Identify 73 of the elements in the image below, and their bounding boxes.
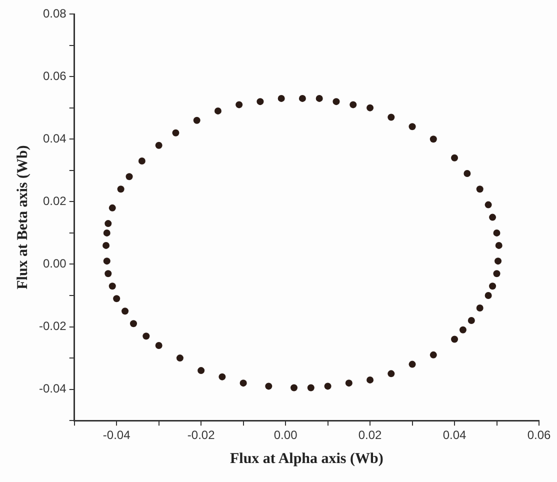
point: [489, 282, 496, 290]
point: [103, 229, 110, 236]
point: [108, 282, 116, 290]
point: [126, 173, 133, 180]
point: [102, 242, 110, 249]
y-axis-title: Flux at Beta axis (Wb): [14, 145, 31, 290]
x-tick-label: -0.04: [102, 428, 131, 442]
point: [430, 351, 437, 358]
point: [155, 342, 162, 350]
x-tick-label: 0.00: [274, 428, 298, 442]
x-tick-label: 0.06: [527, 428, 551, 442]
point: [408, 360, 416, 368]
point: [366, 376, 374, 384]
point: [104, 220, 112, 228]
point: [104, 270, 112, 278]
x-tick-label: 0.02: [358, 428, 382, 442]
point: [278, 94, 285, 102]
point: [484, 201, 492, 208]
point: [495, 242, 502, 249]
point: [316, 94, 323, 102]
point: [214, 107, 222, 114]
point: [193, 116, 200, 124]
point: [298, 94, 306, 102]
point: [451, 154, 458, 162]
point: [366, 104, 374, 112]
point: [493, 229, 500, 236]
point: [332, 98, 340, 106]
point: [117, 186, 124, 193]
point: [489, 214, 496, 221]
point: [476, 186, 484, 193]
y-tick-label: 0.08: [42, 6, 67, 20]
point: [484, 292, 492, 299]
point: [113, 295, 120, 302]
point: [130, 320, 137, 328]
point: [176, 354, 184, 362]
point: [236, 101, 243, 108]
point: [324, 382, 332, 390]
x-tick-label: 0.04: [442, 428, 467, 442]
point: [122, 308, 129, 315]
point: [451, 336, 458, 343]
point: [142, 332, 150, 340]
point: [307, 384, 314, 392]
y-tick-label: 0.06: [42, 68, 67, 83]
y-tick-label: 0.02: [42, 194, 67, 208]
point: [256, 98, 264, 106]
x-tick-label: -0.02: [187, 428, 216, 442]
point: [218, 373, 226, 380]
y-tick-label: 0.04: [42, 131, 67, 146]
point: [464, 170, 471, 178]
y-tick-label: -0.02: [38, 319, 67, 334]
point: [350, 101, 357, 108]
point: [198, 367, 205, 374]
point: [430, 136, 437, 143]
y-tick-label: -0.04: [38, 382, 67, 396]
point: [388, 370, 395, 378]
y-tick-label: 0.00: [42, 256, 67, 271]
point: [108, 204, 116, 212]
point: [155, 142, 162, 149]
point: [459, 326, 466, 334]
point: [240, 380, 247, 387]
point: [265, 382, 272, 390]
point: [476, 304, 484, 312]
point: [493, 270, 500, 278]
point: [138, 158, 146, 164]
point: [103, 258, 110, 265]
point: [408, 123, 416, 130]
point: [345, 380, 352, 387]
point: [494, 258, 502, 265]
point: [468, 317, 475, 324]
x-axis-title: Flux at Alpha axis (Wb): [230, 450, 384, 467]
point: [388, 114, 395, 121]
point: [290, 384, 298, 392]
point: [172, 129, 180, 136]
